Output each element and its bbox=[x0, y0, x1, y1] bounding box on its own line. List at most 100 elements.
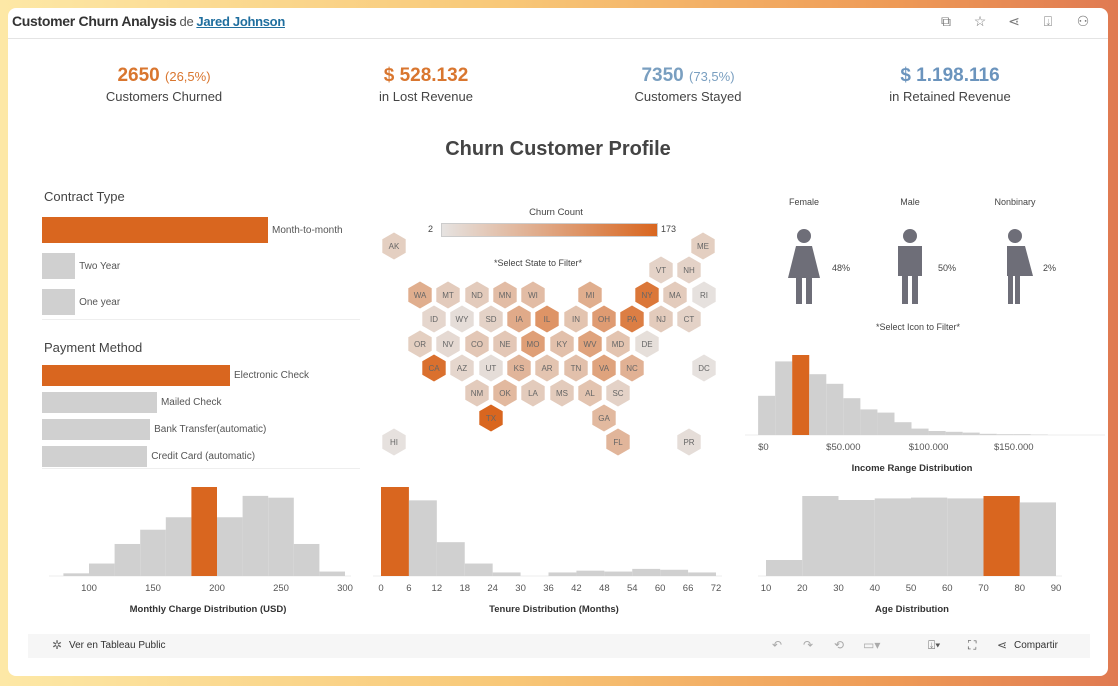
state-hex-NC[interactable]: NC bbox=[620, 354, 644, 382]
state-hex-SD[interactable]: SD bbox=[479, 305, 503, 333]
histogram-bar[interactable] bbox=[758, 395, 776, 435]
undo-icon[interactable]: ↶ bbox=[772, 638, 783, 652]
state-hex-UT[interactable]: UT bbox=[479, 354, 503, 382]
histogram-bar[interactable] bbox=[63, 573, 89, 576]
payment-bar[interactable] bbox=[42, 392, 157, 413]
download-icon[interactable]: ⍗ bbox=[1043, 13, 1053, 29]
histogram-bar[interactable] bbox=[979, 433, 997, 435]
pause-icon[interactable]: ▭▾ bbox=[863, 638, 881, 652]
state-hex-MN[interactable]: MN bbox=[493, 281, 517, 309]
state-hex-NH[interactable]: NH bbox=[677, 256, 701, 284]
state-hex-OH[interactable]: OH bbox=[592, 305, 616, 333]
state-hex-DC[interactable]: DC bbox=[692, 354, 716, 382]
contract-bar[interactable] bbox=[42, 253, 76, 279]
state-hex-WI[interactable]: WI bbox=[521, 281, 545, 309]
histogram-bar[interactable] bbox=[242, 495, 269, 576]
histogram-bar[interactable] bbox=[809, 374, 827, 435]
state-hex-ME[interactable]: ME bbox=[691, 232, 715, 260]
histogram-bar[interactable] bbox=[268, 497, 294, 576]
histogram-bar[interactable] bbox=[319, 571, 345, 576]
histogram-bar[interactable] bbox=[1013, 434, 1031, 435]
state-hex-NJ[interactable]: NJ bbox=[649, 305, 673, 333]
state-hex-VT[interactable]: VT bbox=[649, 256, 673, 284]
state-hex-AZ[interactable]: AZ bbox=[450, 354, 474, 382]
state-hex-MI[interactable]: MI bbox=[578, 281, 602, 309]
author-link[interactable]: Jared Johnson bbox=[196, 14, 285, 29]
histogram-bar[interactable] bbox=[381, 487, 409, 576]
histogram-bar[interactable] bbox=[826, 383, 844, 435]
histogram-bar[interactable] bbox=[843, 398, 861, 435]
histogram-bar[interactable] bbox=[217, 517, 243, 576]
state-hex-TX[interactable]: TX bbox=[479, 404, 503, 432]
male-icon[interactable] bbox=[890, 228, 930, 306]
state-hex-IN[interactable]: IN bbox=[564, 305, 588, 333]
histogram-bar[interactable] bbox=[576, 570, 605, 576]
histogram-bar[interactable] bbox=[928, 431, 946, 435]
state-hex-CA[interactable]: CA bbox=[422, 354, 446, 382]
histogram-bar[interactable] bbox=[874, 498, 911, 576]
histogram-bar[interactable] bbox=[860, 409, 878, 435]
nonbinary-icon[interactable] bbox=[995, 228, 1035, 306]
state-hex-FL[interactable]: FL bbox=[606, 428, 630, 456]
state-hex-HI[interactable]: HI bbox=[382, 428, 406, 456]
share-icon[interactable]: ⋖ bbox=[1008, 13, 1020, 29]
state-hex-RI[interactable]: RI bbox=[692, 281, 716, 309]
share-button[interactable]: Compartir bbox=[1014, 640, 1058, 651]
histogram-bar[interactable] bbox=[660, 569, 689, 576]
state-hex-NM[interactable]: NM bbox=[465, 379, 489, 407]
state-hex-AR[interactable]: AR bbox=[535, 354, 559, 382]
state-hex-KS[interactable]: KS bbox=[507, 354, 531, 382]
payment-bar[interactable] bbox=[42, 365, 230, 386]
histogram-bar[interactable] bbox=[792, 355, 810, 435]
star-icon[interactable]: ☆ bbox=[973, 13, 987, 29]
payment-bar[interactable] bbox=[42, 446, 148, 467]
histogram-bar[interactable] bbox=[911, 497, 948, 576]
state-hex-MT[interactable]: MT bbox=[436, 281, 460, 309]
histogram-bar[interactable] bbox=[766, 560, 803, 576]
histogram-bar[interactable] bbox=[996, 434, 1014, 435]
histogram-bar[interactable] bbox=[604, 571, 633, 576]
histogram-bar[interactable] bbox=[838, 500, 875, 576]
state-hex-PR[interactable]: PR bbox=[677, 428, 701, 456]
state-hex-MD[interactable]: MD bbox=[606, 330, 630, 358]
share-icon[interactable]: ⋖ bbox=[997, 638, 1008, 652]
download-icon[interactable]: ⍗▾ bbox=[928, 638, 941, 652]
state-hex-WA[interactable]: WA bbox=[408, 281, 432, 309]
state-hex-AK[interactable]: AK bbox=[382, 232, 406, 260]
histogram-bar[interactable] bbox=[191, 487, 217, 576]
histogram-bar[interactable] bbox=[877, 412, 895, 435]
state-hex-ID[interactable]: ID bbox=[422, 305, 446, 333]
contract-bar[interactable] bbox=[42, 289, 76, 315]
histogram-bar[interactable] bbox=[140, 529, 166, 576]
female-icon[interactable] bbox=[784, 228, 824, 306]
histogram-bar[interactable] bbox=[89, 563, 115, 576]
duplicate-icon[interactable]: ⧉ bbox=[941, 13, 951, 29]
histogram-bar[interactable] bbox=[962, 432, 980, 435]
state-hex-KY[interactable]: KY bbox=[550, 330, 574, 358]
state-hex-WV[interactable]: WV bbox=[578, 330, 602, 358]
histogram-bar[interactable] bbox=[492, 572, 521, 576]
state-hex-IL[interactable]: IL bbox=[535, 305, 559, 333]
histogram-bar[interactable] bbox=[548, 572, 577, 576]
histogram-bar[interactable] bbox=[436, 542, 465, 576]
state-hex-OR[interactable]: OR bbox=[408, 330, 432, 358]
state-hex-DE[interactable]: DE bbox=[635, 330, 659, 358]
histogram-bar[interactable] bbox=[894, 422, 912, 435]
state-hex-GA[interactable]: GA bbox=[592, 404, 616, 432]
histogram-bar[interactable] bbox=[911, 428, 929, 435]
state-hex-CT[interactable]: CT bbox=[677, 305, 701, 333]
state-hex-TN[interactable]: TN bbox=[564, 354, 588, 382]
state-hex-LA[interactable]: LA bbox=[521, 379, 545, 407]
state-hex-MA[interactable]: MA bbox=[663, 281, 687, 309]
revert-icon[interactable]: ⟲ bbox=[834, 638, 845, 652]
state-hex-MS[interactable]: MS bbox=[550, 379, 574, 407]
state-hex-IA[interactable]: IA bbox=[507, 305, 531, 333]
view-on-tableau-link[interactable]: Ver en Tableau Public bbox=[69, 640, 166, 651]
state-hex-AL[interactable]: AL bbox=[578, 379, 602, 407]
state-hex-OK[interactable]: OK bbox=[493, 379, 517, 407]
payment-bar[interactable] bbox=[42, 419, 151, 440]
histogram-bar[interactable] bbox=[632, 568, 661, 576]
fullscreen-icon[interactable]: ⛶ bbox=[968, 638, 977, 652]
histogram-bar[interactable] bbox=[165, 517, 192, 576]
state-hex-ND[interactable]: ND bbox=[465, 281, 489, 309]
